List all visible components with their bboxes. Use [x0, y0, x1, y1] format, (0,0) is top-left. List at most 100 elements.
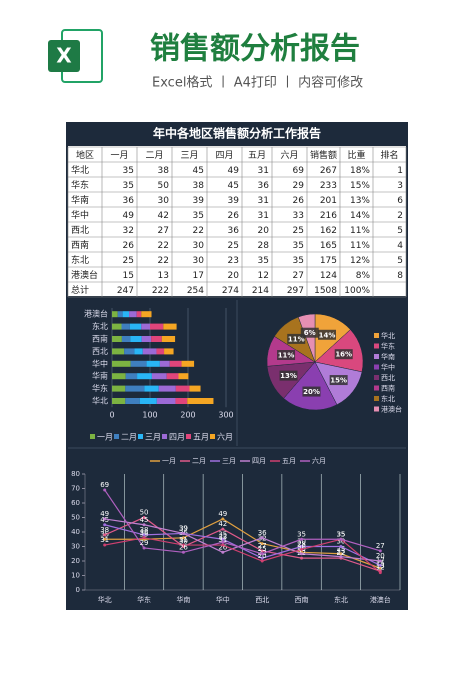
table-cell: 38 — [158, 166, 170, 176]
table-header: 地区 — [76, 149, 94, 161]
table-header: 一月 — [110, 150, 128, 161]
legend-label: 二月 — [121, 433, 137, 442]
table-cell: 5 — [397, 226, 403, 236]
bar-segment — [129, 323, 142, 330]
legend-swatch — [374, 354, 379, 359]
subtitle: Excel格式 丨 A4打印 丨 内容可修改 — [152, 75, 363, 91]
bar-segment — [137, 373, 152, 380]
legend-label: 五月 — [282, 457, 296, 465]
y-tick-label: 华北 — [92, 396, 108, 406]
point — [260, 549, 264, 553]
point — [103, 543, 107, 547]
table-cell: 124 — [320, 271, 337, 281]
table-cell: 38 — [193, 181, 205, 191]
bar-segment — [112, 398, 126, 404]
table-cell: 36 — [228, 226, 240, 236]
table-cell: 华中 — [71, 209, 89, 221]
legend-label: 港澳台 — [381, 405, 402, 414]
table-cell: 8 — [397, 271, 403, 281]
table-cell: 45 — [228, 181, 239, 191]
table-header: 六月 — [280, 149, 298, 161]
bar-segment — [163, 323, 177, 330]
y-tick-label: 0 — [76, 586, 80, 594]
bar-segment — [130, 360, 147, 367]
legend-label: 二月 — [192, 457, 206, 465]
table-cell: 100% — [344, 286, 370, 296]
line-series — [104, 537, 381, 574]
legend-label: 六月 — [312, 456, 326, 465]
data-label: 39 — [179, 524, 188, 532]
point — [181, 531, 185, 535]
table-cell: 222 — [152, 286, 169, 296]
data-label: 39 — [179, 524, 188, 532]
table-cell: 20 — [228, 271, 240, 281]
table-cell: 西南 — [71, 239, 89, 251]
table-cell: 25 — [123, 256, 134, 266]
point — [103, 488, 107, 492]
data-label: 14% — [319, 331, 336, 339]
data-label: 20 — [258, 552, 267, 560]
bar-segment — [178, 373, 189, 380]
table-cell: 14% — [350, 211, 370, 221]
table-header: 排名 — [380, 149, 398, 161]
table-cell: 25 — [293, 226, 304, 236]
legend-swatch — [374, 375, 379, 380]
data-label: 16% — [335, 351, 352, 359]
legend-swatch — [374, 396, 379, 401]
data-label: 25 — [336, 545, 345, 553]
line-series — [104, 524, 381, 566]
point — [260, 536, 264, 540]
bar-segment — [144, 385, 159, 392]
data-label: 33 — [218, 533, 227, 541]
data-label: 35 — [297, 530, 306, 538]
table-cell: 30 — [193, 241, 205, 251]
bar-segment — [187, 398, 214, 404]
point — [142, 546, 146, 550]
point — [260, 542, 264, 546]
data-label: 25 — [258, 545, 267, 553]
bar-segment — [161, 336, 176, 342]
table-cell: 214 — [252, 286, 269, 296]
table-cell: 39 — [193, 196, 205, 206]
data-label: 20 — [376, 552, 385, 560]
bar-segment — [175, 385, 190, 392]
legend-label: 东北 — [381, 394, 395, 403]
legend-label: 华东 — [381, 342, 395, 351]
bar-segment — [121, 336, 131, 342]
excel-icon-badge — [48, 40, 80, 72]
table-cell: 4 — [397, 241, 403, 251]
table-cell: 201 — [320, 196, 337, 206]
table-cell: 49 — [123, 211, 135, 221]
table-title: 年中各地区销售额分析工作报告 — [153, 126, 321, 141]
point — [260, 559, 264, 563]
title: 销售额分析报告 — [150, 32, 360, 67]
y-tick-label: 华东 — [92, 383, 108, 393]
table-cell: 18% — [350, 166, 370, 176]
bar-segment — [166, 373, 179, 380]
point — [378, 566, 382, 570]
point — [378, 559, 382, 563]
table-cell: 35 — [193, 211, 204, 221]
table-cell: 2 — [397, 211, 403, 221]
table-cell: 22 — [158, 256, 169, 266]
data-label: 30 — [336, 538, 345, 546]
point — [221, 517, 225, 521]
bar-segment — [130, 336, 142, 342]
table-cell: 22 — [193, 226, 204, 236]
table-cell: 254 — [187, 286, 204, 296]
bar-segment — [156, 398, 176, 404]
table-cell: 233 — [320, 181, 337, 191]
table-header: 四月 — [215, 150, 233, 161]
line-series — [104, 518, 381, 562]
bar-segment — [169, 360, 182, 367]
point — [300, 547, 304, 551]
bar-segment — [136, 311, 142, 318]
table-cell: 32 — [123, 226, 134, 236]
table-cell: 20 — [258, 226, 270, 236]
point — [339, 545, 343, 548]
x-tick-label: 东北 — [334, 595, 348, 604]
bar-segment — [117, 311, 123, 318]
bar-segment — [151, 373, 167, 380]
table-cell: 31 — [258, 166, 269, 176]
